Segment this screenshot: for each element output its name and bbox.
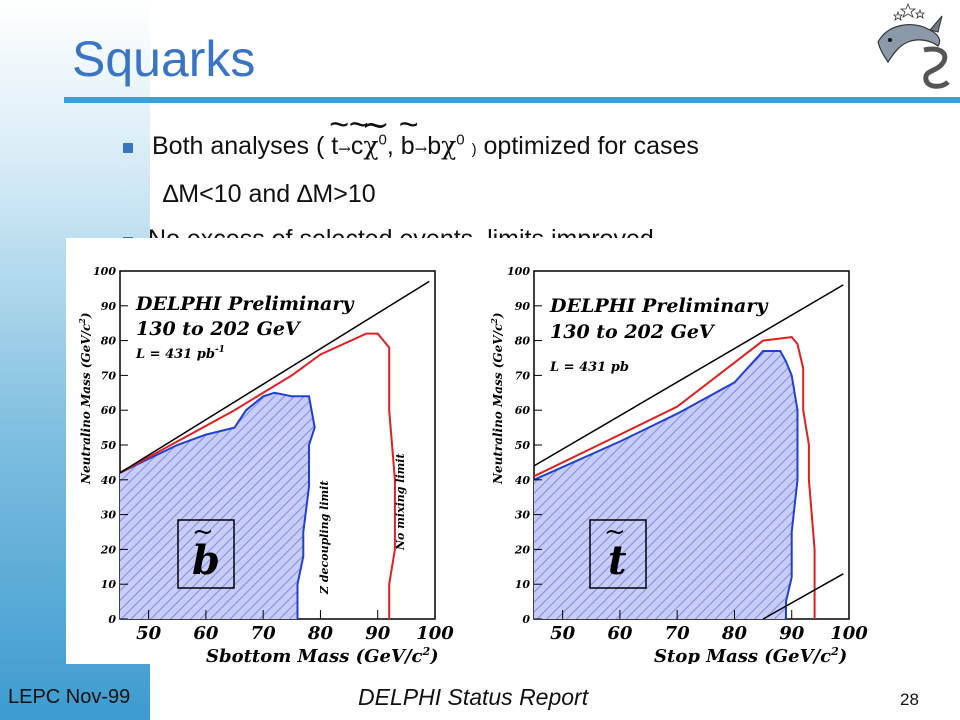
- left-z-decoupling-curve: [119, 391, 316, 619]
- sbottom-plot: 50 60 70 80 90 100 0 10 20 30 40 50 60 70 80 90 100 DEL…: [77, 265, 454, 667]
- footer-title: DELPHI Status Report: [358, 684, 589, 710]
- bullet-analyses-line2: ∆M<10 and ∆M>10: [163, 180, 376, 208]
- y-tick-label: 70: [515, 369, 531, 382]
- page-number: 28: [900, 690, 919, 709]
- y-tick-label: 40: [101, 474, 117, 487]
- y-tick-label: 80: [515, 335, 531, 348]
- left-particle-box: [177, 519, 235, 589]
- bullet-marker: [123, 143, 133, 153]
- left-no-mixing-label: No mixing limit: [394, 453, 407, 551]
- bullet-analyses: Both analyses ( t→cχ0, b→bχ0 ) optimized…: [152, 105, 699, 161]
- y-tick-label: 10: [515, 578, 531, 591]
- x-tick-label: 90: [365, 623, 391, 644]
- right-y-ticks: 0 10 20 30 40 50 60 70 80 90 100: [507, 265, 542, 626]
- bullet-analyses-prefix: Both analyses (: [152, 132, 325, 160]
- y-tick-label: 50: [101, 439, 117, 452]
- title-underline: [64, 97, 960, 103]
- sbottom-symbol: b: [399, 106, 419, 161]
- right-excluded-area: [534, 351, 798, 619]
- right-y-axis-label: Neutralino Mass (GeV/c2): [489, 312, 505, 485]
- left-plot-lumi: L = 431 pb-1: [135, 345, 225, 362]
- y-tick-label: 100: [93, 265, 116, 278]
- left-z-decoupling-label: Z decoupling limit: [318, 481, 331, 595]
- right-plot-subtitle: 130 to 202 GeV: [550, 321, 716, 343]
- left-kinematic-line: [119, 280, 430, 474]
- x-tick-label: 100: [416, 623, 454, 644]
- y-tick-label: 100: [507, 265, 530, 278]
- y-tick-label: 30: [515, 509, 531, 522]
- x-tick-label: 70: [251, 623, 277, 644]
- y-tick-label: 40: [515, 474, 531, 487]
- left-y-axis-label: Neutralino Mass (GeV/c2): [77, 312, 93, 485]
- right-kinematic-line: [533, 284, 844, 467]
- right-x-axis-label: Stop Mass (GeV/c2): [654, 645, 847, 664]
- right-particle-tilde: ~: [604, 517, 626, 547]
- x-tick-label: 50: [136, 623, 162, 644]
- right-x-ticks: 50 60 70 80 90 100: [550, 610, 868, 644]
- left-no-mixing-curve: [119, 332, 396, 619]
- stop-plot: 50 60 70 80 90 100 0 10 20 30 40 50 60 70 80 90 100 DEL…: [489, 265, 868, 667]
- y-tick-label: 0: [108, 613, 116, 626]
- y-tick-label: 80: [101, 335, 117, 348]
- right-plot-title: DELPHI Preliminary: [549, 295, 769, 317]
- left-y-ticks: 0 10 20 30 40 50 60 70 80 90 100: [93, 265, 128, 626]
- plots-panel: 50 60 70 80 90 100 0 10 20 30 40 50 60 70 80 90 100 DEL…: [66, 238, 894, 667]
- stop-symbol: t: [329, 106, 349, 161]
- y-tick-label: 50: [515, 439, 531, 452]
- neutralino-symbol-2: χ: [441, 131, 457, 160]
- slide-title: Squarks: [72, 31, 256, 87]
- y-tick-label: 60: [515, 404, 531, 417]
- left-x-axis-label: Sbottom Mass (GeV/c2): [206, 645, 439, 664]
- left-plot-subtitle: 130 to 202 GeV: [136, 318, 302, 340]
- footer-date: LEPC Nov-99: [8, 686, 131, 708]
- x-tick-label: 60: [607, 623, 633, 644]
- x-tick-label: 70: [665, 623, 691, 644]
- y-tick-label: 70: [101, 369, 117, 382]
- left-x-ticks: 50 60 70 80 90 100: [136, 610, 454, 644]
- right-excluded-curve: [533, 350, 799, 619]
- x-tick-label: 60: [193, 623, 219, 644]
- x-tick-label: 90: [779, 623, 805, 644]
- y-tick-label: 20: [514, 543, 531, 556]
- neutralino-symbol: χ: [361, 105, 390, 160]
- bottom-symbol: b: [427, 132, 442, 160]
- y-tick-label: 90: [101, 300, 117, 313]
- left-particle-tilde: ~: [192, 517, 214, 547]
- right-limit-curve: [533, 336, 816, 619]
- left-particle-label: b: [192, 537, 220, 584]
- close-paren: ): [471, 141, 477, 158]
- bullet-analyses-suffix: optimized for cases: [483, 132, 699, 160]
- right-plot-lumi: L = 431 pb: [549, 360, 629, 375]
- y-tick-label: 30: [101, 509, 117, 522]
- y-tick-label: 10: [101, 578, 117, 591]
- x-tick-label: 100: [830, 623, 868, 644]
- right-particle-label: t: [608, 537, 627, 584]
- x-tick-label: 80: [721, 623, 748, 644]
- x-tick-label: 50: [550, 623, 576, 644]
- y-tick-label: 60: [101, 404, 117, 417]
- y-tick-label: 20: [100, 543, 117, 556]
- neutralino-superscript-2: 0: [456, 131, 465, 149]
- left-plot-title: DELPHI Preliminary: [135, 293, 355, 315]
- y-tick-label: 90: [515, 300, 531, 313]
- right-particle-box: [589, 519, 647, 589]
- x-tick-label: 80: [307, 623, 334, 644]
- y-tick-label: 0: [522, 613, 530, 626]
- comma: ,: [386, 132, 394, 160]
- right-threshold-line: [762, 573, 844, 620]
- dolphin-logo-icon: [868, 0, 960, 96]
